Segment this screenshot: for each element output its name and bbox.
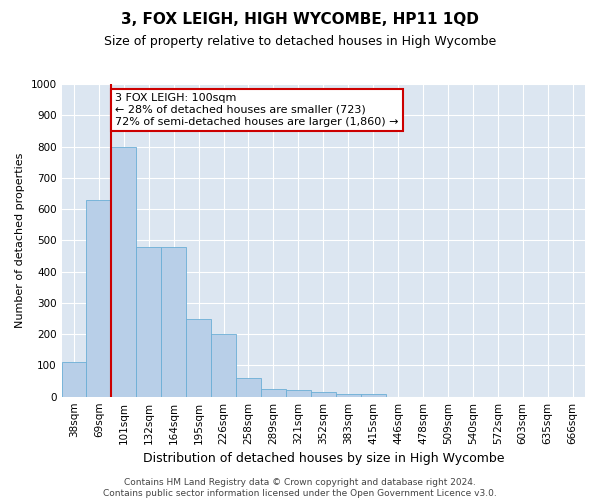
Text: 3 FOX LEIGH: 100sqm
← 28% of detached houses are smaller (723)
72% of semi-detac: 3 FOX LEIGH: 100sqm ← 28% of detached ho… [115,94,398,126]
Text: 3, FOX LEIGH, HIGH WYCOMBE, HP11 1QD: 3, FOX LEIGH, HIGH WYCOMBE, HP11 1QD [121,12,479,28]
Bar [336,394,361,396]
Bar [236,378,261,396]
Bar [261,389,286,396]
Bar [186,318,211,396]
Bar [62,362,86,396]
Bar [86,200,112,396]
Bar [112,146,136,396]
Bar [311,392,336,396]
Text: Size of property relative to detached houses in High Wycombe: Size of property relative to detached ho… [104,35,496,48]
Text: Contains HM Land Registry data © Crown copyright and database right 2024.
Contai: Contains HM Land Registry data © Crown c… [103,478,497,498]
Bar [361,394,386,396]
Bar [211,334,236,396]
Y-axis label: Number of detached properties: Number of detached properties [15,152,25,328]
Bar [286,390,311,396]
Bar [136,246,161,396]
Bar [161,246,186,396]
X-axis label: Distribution of detached houses by size in High Wycombe: Distribution of detached houses by size … [143,452,504,465]
